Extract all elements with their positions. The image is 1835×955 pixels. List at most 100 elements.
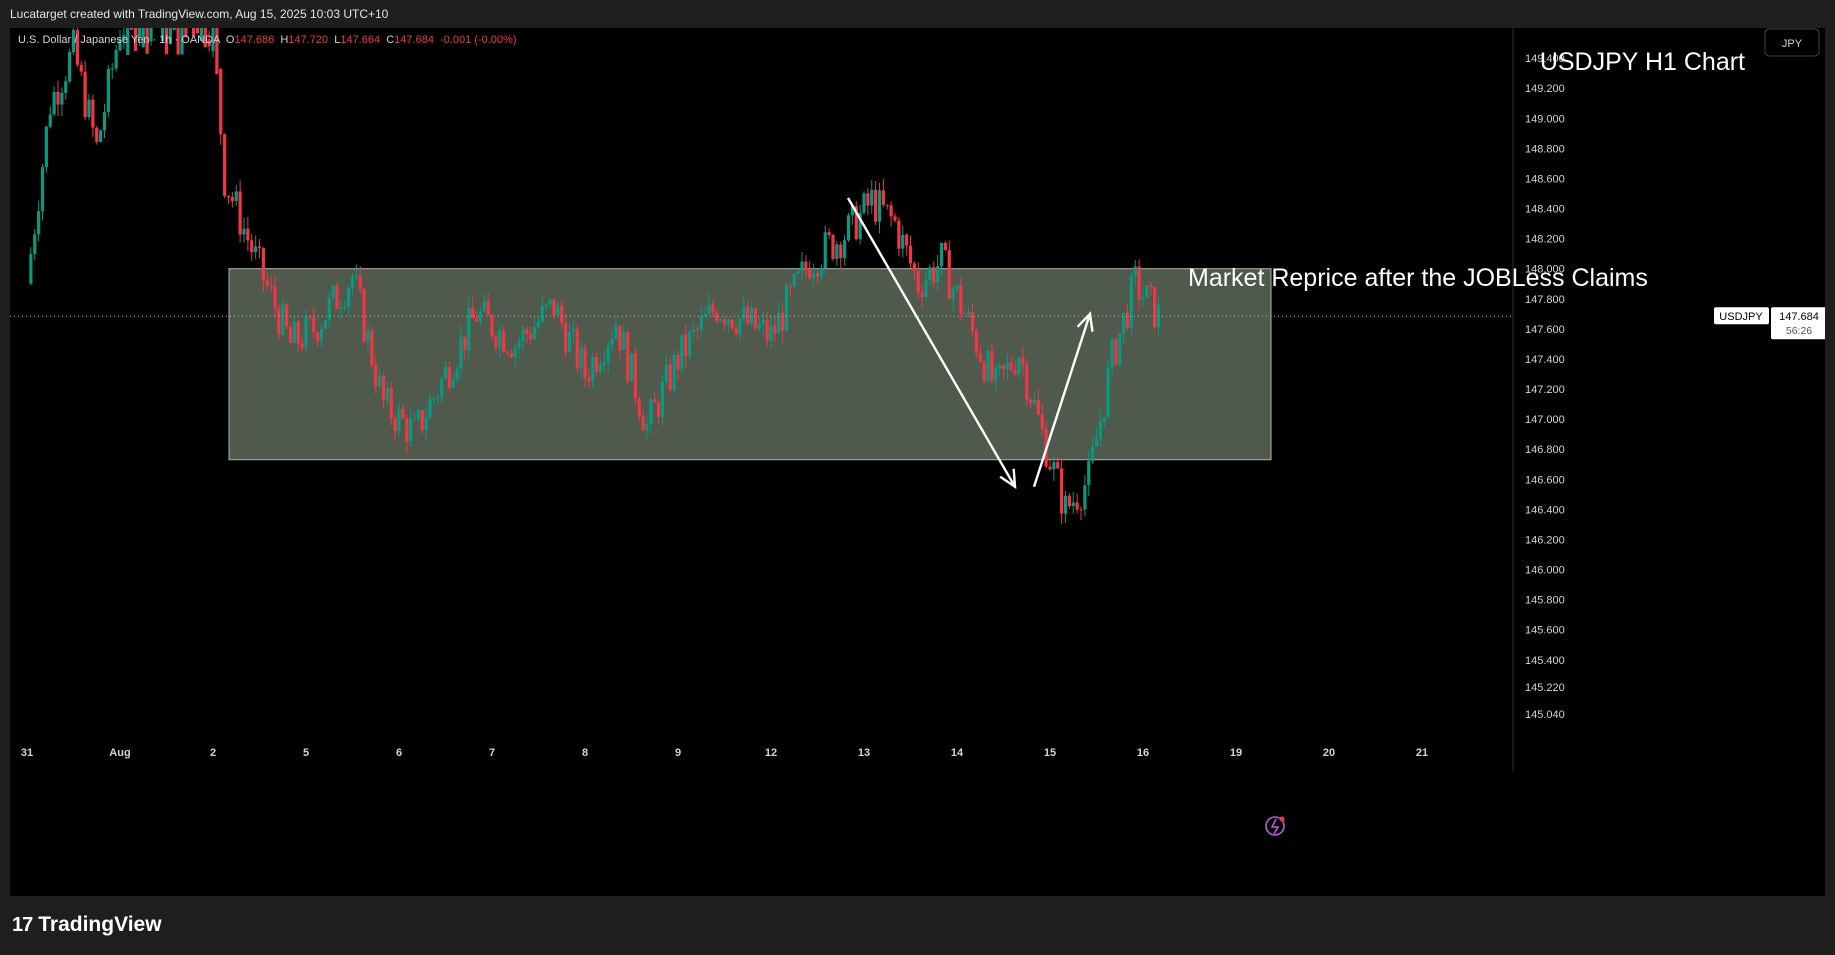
candle-body — [474, 318, 479, 322]
symbol-price-tag — [1714, 307, 1769, 325]
candle-body — [300, 343, 304, 348]
candle-body — [536, 321, 541, 327]
candle-body — [447, 367, 451, 388]
candle-body — [502, 330, 506, 353]
candle-body — [48, 114, 52, 127]
candle-body — [79, 64, 83, 72]
candle-body — [889, 205, 893, 217]
candle-body — [815, 273, 820, 277]
candle-body — [110, 68, 114, 70]
candle-body — [598, 364, 603, 372]
candle-body — [1032, 399, 1037, 404]
candle-body — [1122, 313, 1126, 334]
candle-body — [319, 328, 324, 342]
candle-body — [1025, 364, 1029, 400]
candle-body — [719, 319, 723, 322]
currency-button[interactable] — [1764, 28, 1820, 57]
candle-body — [242, 228, 246, 235]
candle-body — [60, 92, 64, 105]
y-tick-label: 148.600 — [1525, 173, 1565, 185]
y-tick-label: 146.400 — [1525, 504, 1565, 516]
candle-body — [122, 35, 126, 40]
candle-body — [982, 361, 986, 381]
alert-bolt-icon[interactable] — [1265, 816, 1285, 836]
candle-body — [533, 326, 537, 340]
candle-body — [1079, 509, 1083, 511]
candle-body — [1048, 466, 1052, 470]
candle-body — [753, 308, 758, 329]
candle-body — [730, 319, 734, 329]
currency-button-label: JPY — [1782, 38, 1803, 50]
candle-body — [141, 28, 145, 48]
x-tick-label: 7 — [489, 747, 495, 759]
candle-body — [614, 325, 618, 339]
candle-body — [885, 204, 889, 206]
candle-body — [467, 308, 471, 351]
candle-body — [436, 397, 440, 399]
candle-body — [327, 297, 331, 321]
candle-body — [219, 69, 223, 135]
candle-body — [548, 299, 552, 305]
candle-body — [277, 308, 281, 335]
candle-body — [1141, 297, 1145, 300]
range-zone[interactable] — [228, 268, 1272, 461]
candle-body — [416, 410, 420, 419]
candle-body — [370, 330, 374, 366]
candle-body — [1071, 502, 1075, 507]
y-tick-label: 148.000 — [1525, 264, 1565, 276]
candle-body — [571, 328, 575, 332]
trend-arrow-line[interactable] — [846, 197, 1017, 488]
y-tick-label: 147.200 — [1525, 384, 1565, 396]
x-tick-label: 5 — [303, 747, 309, 759]
candle-body — [358, 275, 362, 290]
y-tick-label: 145.040 — [1525, 709, 1565, 721]
candle-body — [29, 254, 33, 284]
candle-body — [629, 352, 634, 382]
candle-body — [1102, 416, 1106, 421]
candle-body — [1013, 370, 1017, 375]
candle-body — [963, 313, 967, 315]
low-value: 147.664 — [340, 34, 381, 46]
candle-body — [180, 28, 184, 55]
candle-body — [955, 285, 959, 289]
candle-body — [482, 300, 486, 312]
symbol-label[interactable]: U.S. Dollar / Japanese Yen · 1h · OANDA — [18, 34, 220, 46]
candle-body — [1052, 461, 1056, 470]
candle-body — [711, 304, 715, 313]
tradingview-logo[interactable]: 17 TradingView — [12, 912, 162, 938]
candle-body — [397, 408, 401, 432]
candle-body — [660, 381, 665, 417]
candle-body — [788, 285, 792, 287]
candle-body — [626, 332, 630, 382]
candle-body — [1110, 339, 1114, 368]
candlestick-chart[interactable]: 149.400 149.200 149.000 148.800 148.600 148.4… — [10, 28, 1825, 896]
candle-body — [254, 246, 258, 253]
candle-body — [1137, 266, 1141, 300]
candle-body — [912, 263, 916, 271]
candle-body — [288, 327, 293, 343]
y-tick-label: 147.600 — [1525, 324, 1565, 336]
candle-body — [118, 39, 122, 51]
candle-body — [641, 416, 645, 431]
candle-body — [622, 332, 626, 350]
candle-body — [211, 28, 215, 52]
candle-body — [874, 189, 878, 222]
candle-body — [591, 357, 595, 382]
open-value: 147.686 — [234, 34, 275, 46]
candle-body — [575, 328, 579, 369]
candle-body — [486, 300, 490, 316]
candle-body — [1153, 286, 1157, 328]
candle-body — [1060, 468, 1064, 514]
candle-body — [1106, 367, 1110, 417]
chart-panel[interactable]: 149.400 149.200 149.000 148.800 148.600 148.4… — [10, 28, 1825, 896]
x-tick-label: 31 — [21, 747, 33, 759]
trend-arrow-line[interactable] — [1032, 313, 1092, 488]
candle-body — [1098, 420, 1102, 439]
x-tick-label: 6 — [396, 747, 402, 759]
candle-body — [378, 375, 382, 387]
candle-body — [649, 399, 653, 424]
last-price-tag[interactable] — [1771, 307, 1825, 340]
candle-body — [800, 261, 804, 272]
candle-body — [71, 30, 76, 53]
y-tick-label: 149.400 — [1525, 53, 1565, 65]
